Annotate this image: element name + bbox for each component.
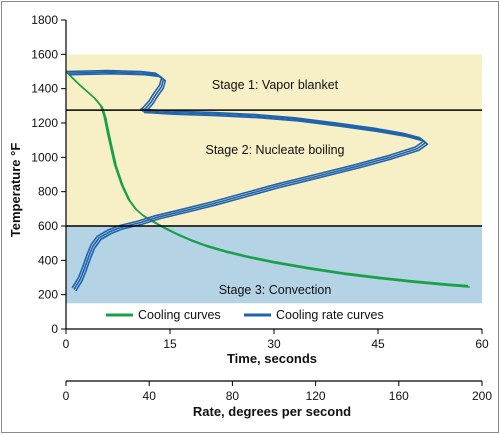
y-axis-title: Temperature °F <box>8 143 23 238</box>
legend-cooling-label: Cooling curves <box>138 308 221 322</box>
stage-1-label: Stage 1: Vapor blanket <box>212 78 339 92</box>
y-tick-label: 1200 <box>31 116 58 130</box>
stage-3-band <box>66 226 482 304</box>
y-tick-label: 1000 <box>31 150 58 164</box>
x2-tick-label: 200 <box>472 389 492 403</box>
stage-1-band <box>66 54 482 111</box>
legend: Cooling curves Cooling rate curves <box>106 308 384 322</box>
x2-tick-label: 80 <box>226 389 240 403</box>
x2-axis-title: Rate, degrees per second <box>193 404 351 419</box>
x2-tick-label: 120 <box>306 389 326 403</box>
y-tick-label: 1600 <box>31 47 58 61</box>
x-ticks: 0 15 30 45 60 <box>63 329 489 351</box>
y-tick-label: 1400 <box>31 82 58 96</box>
x-tick-label: 30 <box>267 337 281 351</box>
cooling-rate-curve-line-2 <box>67 71 427 290</box>
x2-ticks: 0 40 80 120 160 200 <box>63 381 492 403</box>
stage-2-label: Stage 2: Nucleate boiling <box>206 143 345 157</box>
y-ticks: 0 200 400 600 800 1000 1200 1400 1600 1800 <box>31 13 66 336</box>
cooling-curve-line-2 <box>67 72 470 288</box>
stage-3-label: Stage 3: Convection <box>219 283 332 297</box>
x-tick-label: 0 <box>63 337 70 351</box>
x-tick-label: 15 <box>163 337 177 351</box>
x-axis-title: Time, seconds <box>227 351 317 366</box>
x2-tick-label: 40 <box>143 389 157 403</box>
x2-tick-label: 160 <box>389 389 409 403</box>
y-tick-label: 400 <box>38 253 58 267</box>
legend-cooling-rate-label: Cooling rate curves <box>276 308 384 322</box>
y-tick-label: 0 <box>51 322 58 336</box>
series-layer <box>65 69 470 292</box>
x2-tick-label: 0 <box>63 389 70 403</box>
cooling-rate-curve-line-1 <box>65 69 425 289</box>
x-tick-label: 60 <box>475 337 489 351</box>
y-tick-label: 800 <box>38 185 58 199</box>
x-tick-label: 45 <box>371 337 385 351</box>
stage-2-band <box>66 110 482 226</box>
cooling-rate-curve-line-3 <box>69 73 429 292</box>
y-tick-label: 1800 <box>31 13 58 27</box>
y-tick-label: 200 <box>38 288 58 302</box>
y-tick-label: 600 <box>38 219 58 233</box>
cooling-rate-curves-group <box>65 69 429 292</box>
